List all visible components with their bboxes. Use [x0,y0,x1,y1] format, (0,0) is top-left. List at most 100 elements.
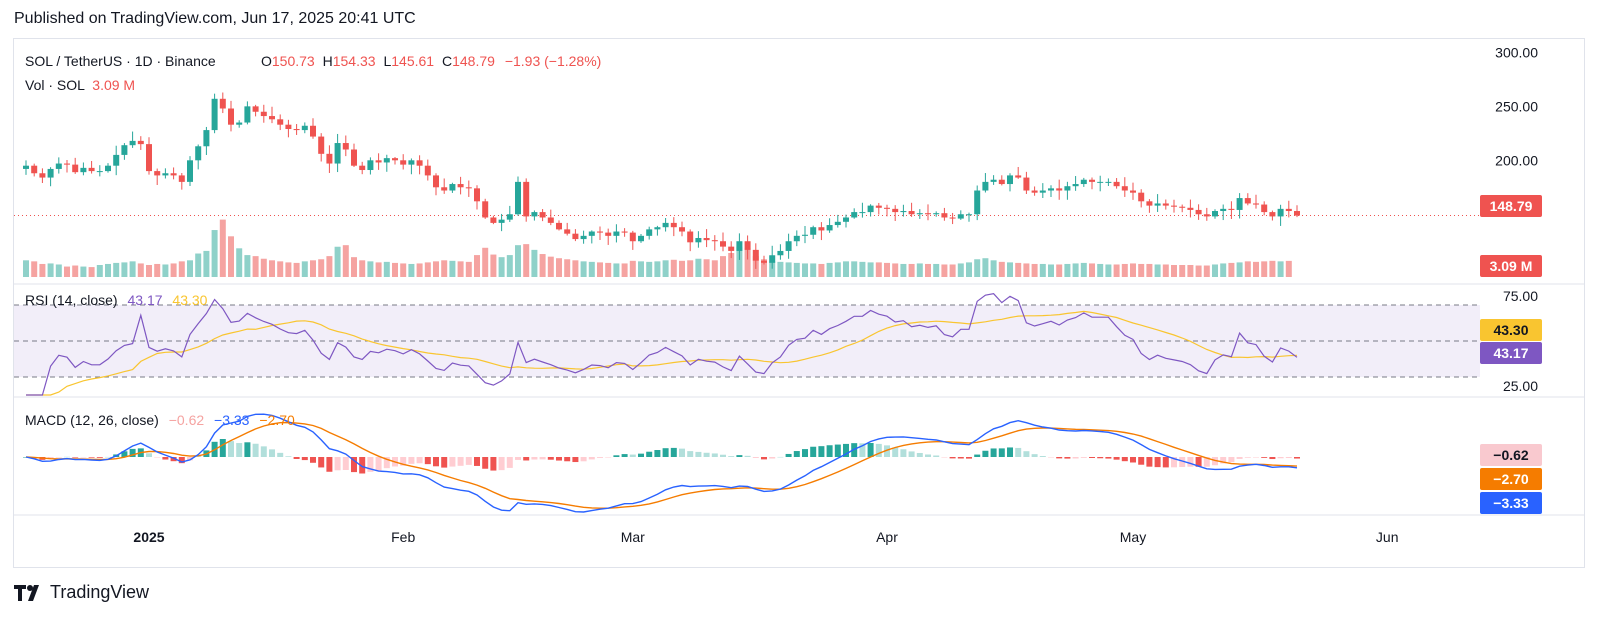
macd-histogram-bar [556,457,562,461]
macd-histogram-bar [260,446,267,457]
candle-body [474,188,480,202]
volume-bar [843,261,849,277]
macd-histogram-bar [892,447,899,457]
candle-body [334,143,341,164]
volume-bar [515,245,521,277]
volume-bar [1261,261,1268,277]
candle-body [1121,186,1128,191]
volume-bar [326,256,333,277]
macd-histogram-bar [1072,457,1079,459]
volume-bar [1130,263,1136,277]
macd-histogram-bar [1253,457,1259,458]
macd-histogram-bar [1228,457,1235,463]
volume-bar [55,264,62,277]
candle-body [875,205,882,208]
chart-frame[interactable]: 300.00250.00200.00100.0075.0025.00−25.00… [13,38,1585,568]
volume-bar [777,261,784,277]
volume-bar [638,261,644,277]
macd-legend: MACD (12, 26, close) −0.62 −3.33 −2.70 [25,412,295,428]
volume-bar [1179,265,1186,277]
candle-body [523,181,530,217]
volume-bar [605,262,612,277]
candle-body [695,237,702,243]
candle-body [211,98,218,131]
candle-body [826,225,833,231]
volume-bar [1236,262,1243,277]
macd-histogram-bar [310,457,316,463]
macd-histogram-bar [990,448,997,457]
macd-histogram-bar [1154,457,1161,468]
rsi-ma-label: 43.30 [1493,322,1528,338]
volume-bar [72,265,79,277]
volume-bar [1023,263,1030,277]
macd-histogram-bar [1171,457,1177,468]
volume-bar [23,260,29,277]
candles-layer [23,92,1300,269]
footer-brand[interactable]: TradingView [50,582,150,602]
macd-histogram-bar [449,457,456,467]
candle-body [638,235,644,242]
candle-body [572,233,579,240]
volume-bar [1031,263,1038,277]
rsi-value-label: 43.17 [1493,345,1528,361]
volume-bar [506,255,513,277]
volume-bar [802,263,808,277]
candle-body [1113,181,1120,187]
macd-histogram-bar [793,451,800,457]
candle-body [744,241,751,250]
macd-histogram-bar [1097,457,1104,459]
candle-body [1277,208,1284,217]
macd-histogram-bar [244,442,251,457]
volume-bar [1097,263,1104,277]
macd-histogram-bar [96,457,103,458]
volume-bar [875,262,882,277]
volume-bar [925,263,931,277]
candle-body [80,167,87,173]
macd-histogram-bar [1048,457,1054,458]
candle-body [933,213,940,215]
volume-bar [539,254,546,277]
candle-body [203,130,210,147]
rsi-value-badge [1480,342,1542,364]
candle-body [941,213,948,218]
volume-bar [769,261,776,277]
volume-bar [793,262,800,277]
candle-body [31,165,38,174]
x-tick-label: Mar [621,529,645,545]
candle-body [1162,203,1169,206]
macd-histogram-bar [875,443,882,457]
volume-bar [457,261,464,277]
volume-bar [1080,262,1087,277]
candle-body [195,146,202,161]
volume-bar [1253,261,1259,277]
volume-bar [761,259,767,277]
macd-histogram-bar [146,453,152,457]
rsi-tick-label: 25.00 [1503,378,1538,394]
last-volume-badge [1480,255,1542,277]
volume-legend: Vol · SOL 3.09 M [25,77,135,93]
candle-body [908,211,915,215]
macd-line [25,413,1298,513]
macd-histogram-bar [834,444,841,457]
candle-body [588,231,595,236]
candle-body [342,143,349,150]
x-tick-label: 2025 [133,529,164,545]
candle-body [1080,179,1087,185]
candle-body [580,235,587,240]
price-tick-label: 300.00 [1495,44,1538,60]
macd-histogram-bar [744,455,751,457]
volume-bar [105,263,111,277]
chart-canvas[interactable]: 300.00250.00200.00100.0075.0025.00−25.00… [14,39,1584,567]
symbol-legend[interactable]: SOL / TetherUS · 1D · Binance [25,53,216,69]
macd-histogram-bar [1203,457,1210,467]
candle-body [1228,208,1235,210]
candle-body [293,129,300,131]
macd-histogram-bar [1294,457,1300,459]
volume-bar [1171,265,1177,277]
rsi-band-layer [14,304,1480,378]
macd-histogram-bar [1261,457,1268,458]
macd-histogram-bar [818,446,825,457]
macd-histogram-bar [1162,457,1169,468]
macd-hist-label: −0.62 [1493,447,1529,463]
macd-histogram-bar [925,454,931,457]
